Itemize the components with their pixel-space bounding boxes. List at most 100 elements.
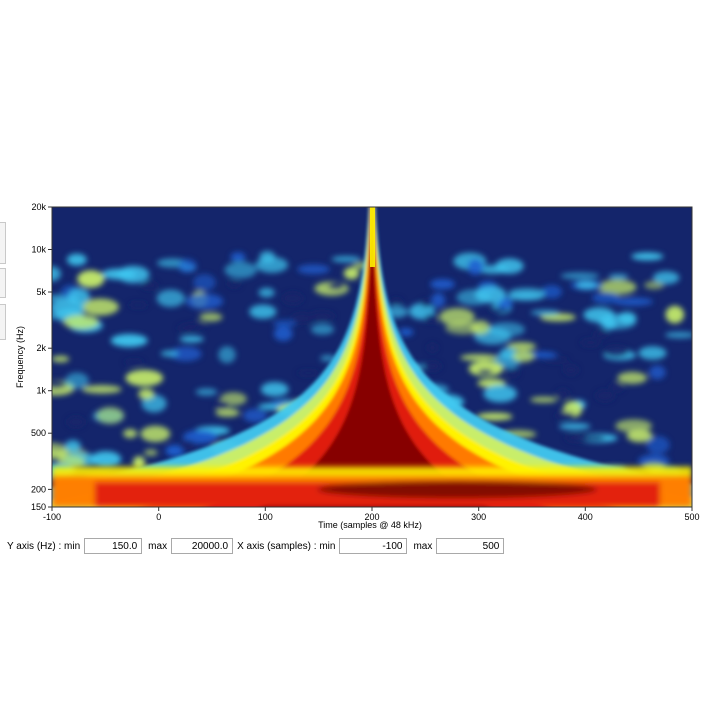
y-min-input[interactable] — [84, 538, 143, 554]
noise-blob — [63, 314, 99, 330]
noise-blob — [185, 293, 224, 310]
noise-hole — [603, 345, 629, 358]
noise-blob — [512, 350, 535, 363]
noise-hole — [508, 368, 519, 378]
noise-hole — [580, 338, 601, 347]
noise-hole — [556, 388, 570, 399]
noise-blob — [138, 388, 155, 400]
noise-blob — [617, 311, 637, 325]
noise-blob — [140, 425, 171, 443]
noise-blob — [626, 429, 653, 443]
noise-blob — [144, 449, 158, 457]
noise-blob — [638, 346, 667, 360]
noise-blob — [483, 384, 517, 403]
noise-hole — [427, 343, 438, 353]
noise-blob — [260, 382, 289, 397]
noise-blob — [617, 371, 648, 384]
noise-blob — [592, 292, 620, 304]
noise-hole — [227, 280, 241, 288]
x-min-input[interactable] — [339, 538, 408, 554]
x-tick-label: 400 — [578, 512, 593, 522]
y-tick-label: 150 — [31, 502, 46, 512]
noise-blob — [160, 350, 179, 357]
y-axis: 150 200 500 1k 2k 5k 10k 20k — [31, 202, 52, 512]
noise-hole — [214, 400, 231, 411]
noise-blob — [110, 334, 148, 347]
noise-hole — [282, 292, 304, 305]
noise-blob — [64, 440, 81, 453]
x-max-input[interactable] — [436, 538, 505, 554]
noise-hole — [129, 301, 148, 309]
x-tick-label: -100 — [43, 512, 61, 522]
y-max-label: max — [148, 540, 168, 552]
noise-blob — [445, 322, 481, 335]
left-panel-tab[interactable] — [0, 222, 6, 264]
noise-blob — [215, 408, 240, 417]
y-tick-label: 2k — [36, 343, 46, 353]
noise-blob — [488, 322, 525, 337]
noise-blob — [77, 270, 105, 288]
noise-hole — [563, 364, 579, 376]
noise-blob — [125, 369, 164, 387]
y-max-input[interactable] — [171, 538, 234, 554]
noise-blob — [272, 320, 297, 328]
noise-hole — [309, 311, 335, 321]
noise-hole — [477, 368, 493, 375]
impulse-response-cone — [52, 207, 692, 507]
noise-blob — [653, 271, 680, 285]
y-tick-label: 5k — [36, 287, 46, 297]
noise-blob — [52, 355, 70, 363]
noise-blob — [165, 445, 185, 457]
x-min-label: X axis (samples) : min — [237, 540, 336, 552]
y-tick-label: 1k — [36, 386, 46, 396]
noise-blob — [495, 258, 524, 274]
noise-blob — [65, 372, 89, 389]
x-axis-label: Time (samples @ 48 kHz) — [318, 520, 422, 530]
noise-hole — [67, 416, 85, 428]
noise-hole — [488, 307, 509, 313]
noise-hole — [420, 298, 433, 308]
noise-blob — [430, 279, 455, 290]
noise-blob — [177, 258, 197, 273]
noise-blob — [530, 309, 560, 316]
noise-blob — [52, 266, 61, 282]
low-frequency-band — [52, 466, 692, 507]
noise-hole — [424, 313, 438, 324]
low-band-core — [317, 480, 598, 499]
impulse-spike — [370, 207, 375, 267]
noise-blob — [608, 273, 629, 280]
noise-hole — [390, 298, 403, 305]
noise-blob — [297, 264, 330, 275]
noise-blob — [52, 449, 66, 457]
noise-blob — [467, 258, 484, 275]
noise-blob — [179, 336, 204, 343]
x-tick-label: 0 — [156, 512, 161, 522]
left-panel-tab[interactable] — [0, 268, 6, 298]
noise-blob — [243, 408, 268, 423]
x-axis: -100 0 100 200 300 400 500 — [43, 507, 700, 522]
noise-blob — [270, 400, 287, 407]
noise-hole — [593, 330, 608, 338]
y-min-label: Y axis (Hz) : min — [7, 540, 81, 552]
x-max-label: max — [413, 540, 433, 552]
noise-blob — [218, 346, 236, 364]
noise-blob — [665, 305, 685, 324]
noise-blob — [474, 285, 507, 304]
noise-blob — [66, 253, 87, 266]
noise-blob — [255, 256, 289, 273]
noise-hole — [423, 361, 442, 372]
noise-blob — [631, 252, 664, 261]
noise-blob — [310, 323, 335, 335]
noise-hole — [555, 411, 575, 421]
noise-hole — [179, 440, 197, 452]
noise-hole — [141, 280, 158, 290]
x-tick-label: 200 — [364, 512, 379, 522]
noise-blob — [156, 289, 185, 307]
noise-blob — [460, 354, 498, 361]
left-panel-tab[interactable] — [0, 304, 6, 340]
noise-blob — [575, 280, 598, 290]
noise-blob — [169, 346, 202, 362]
noise-blob — [320, 354, 336, 362]
noise-blob — [439, 308, 475, 326]
